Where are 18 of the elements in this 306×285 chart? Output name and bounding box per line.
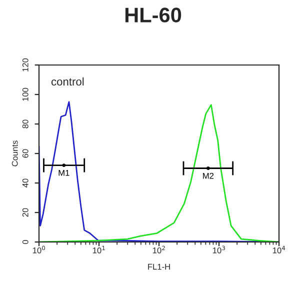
series-label: M2 <box>203 172 214 179</box>
x-tick-label: 10$^{1}$ <box>92 246 105 254</box>
y-tick-label: 20 <box>22 208 28 217</box>
x-axis-title: FL1-H <box>148 264 170 270</box>
y-tick-label: 120 <box>22 58 28 72</box>
y-tick-label: 60 <box>22 149 28 158</box>
y-tick-label: 80 <box>22 120 28 128</box>
chart-title: HL-60 <box>125 8 182 22</box>
y-axis-title: Counts <box>12 140 18 166</box>
x-tick-label: 10$^{3}$ <box>212 246 225 254</box>
x-tick-label: 10$^{2}$ <box>152 246 165 254</box>
annotation: control <box>51 77 84 86</box>
x-tick-label: 10$^{4}$ <box>272 246 286 254</box>
y-tick-label: 40 <box>22 178 28 188</box>
x-tick-label: 10$^{0}$ <box>32 246 46 254</box>
y-tick-label: 0 <box>22 240 28 244</box>
series-label: M1 <box>58 170 70 176</box>
y-tick-label: 100 <box>22 88 28 101</box>
